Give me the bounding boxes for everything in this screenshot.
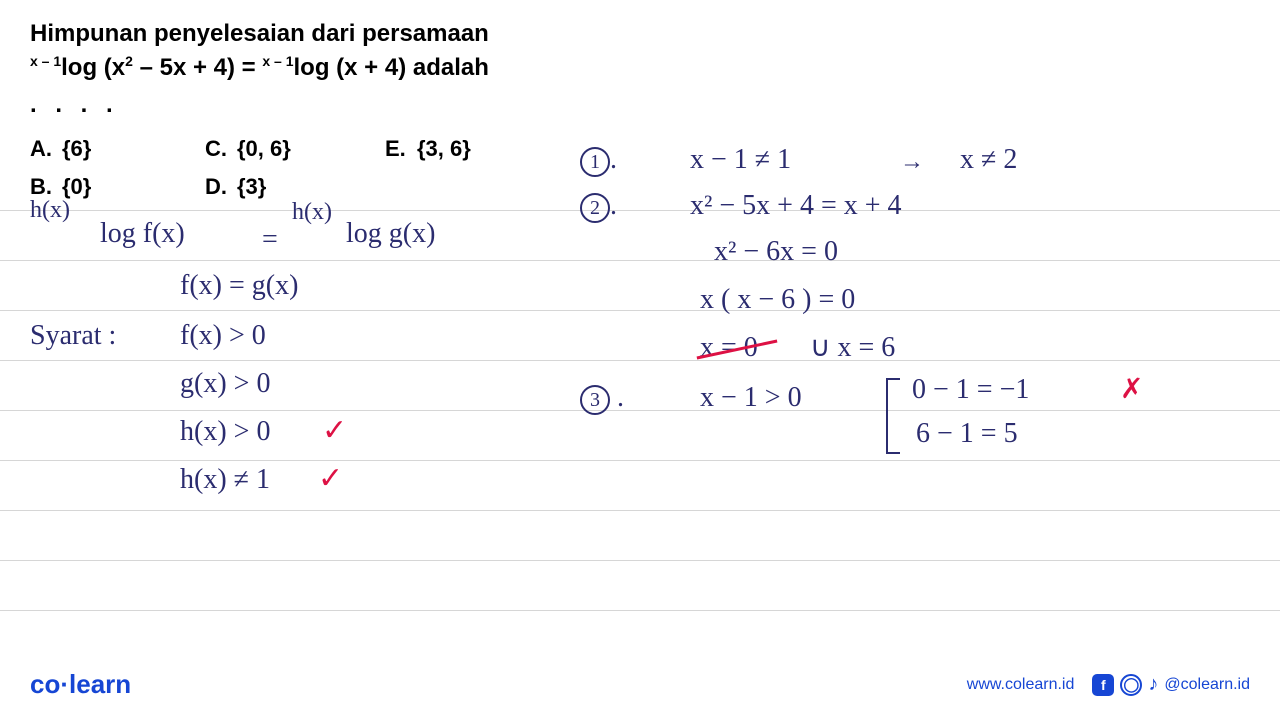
hand-hcx-sup2: h(x) [292, 200, 332, 224]
question-line2: x – 1log (x2 – 5x + 4) = x – 1log (x + 4… [30, 52, 489, 84]
hand-log-gcx: log g(x) [346, 220, 435, 248]
question-ellipsis: . . . . [30, 89, 489, 121]
footer: co·learn www.colearn.id f ◯ ♪ @colearn.i… [30, 669, 1250, 700]
page: Himpunan penyelesaian dari persamaan x –… [0, 0, 1280, 720]
footer-handle: @colearn.id [1164, 676, 1250, 694]
question-line1: Himpunan penyelesaian dari persamaan [30, 18, 489, 50]
circled-2: 2. [580, 192, 617, 223]
hand-syarat: Syarat : [30, 322, 116, 350]
hand-hx-gt0: h(x) > 0 [180, 418, 270, 446]
hand-hx-ne1: h(x) ≠ 1 [180, 466, 270, 494]
hand-step2d2: ∪ x = 6 [810, 334, 895, 362]
choice-E: E.{3, 6} [385, 136, 565, 162]
hand-log-fcx: log f(x) [100, 220, 185, 248]
arrow-icon: → [900, 150, 924, 174]
colearn-logo: co·learn [30, 669, 131, 700]
hand-hcx-sup1: h(x) [30, 198, 70, 222]
hand-gx-gt0: g(x) > 0 [180, 370, 270, 398]
instagram-icon: ◯ [1120, 674, 1142, 696]
hand-eq: = [262, 226, 278, 254]
red-check-1: ✓ [322, 416, 347, 446]
circled-1: 1. [580, 146, 617, 177]
question-block: Himpunan penyelesaian dari persamaan x –… [30, 18, 489, 121]
footer-url: www.colearn.id [967, 676, 1075, 694]
hand-step1b: x ≠ 2 [960, 146, 1017, 174]
red-check-2: ✓ [318, 464, 343, 494]
hand-step3b2: 6 − 1 = 5 [916, 420, 1018, 448]
hand-step2a: x² − 5x + 4 = x + 4 [690, 192, 902, 220]
footer-right: www.colearn.id f ◯ ♪ @colearn.id [967, 673, 1250, 696]
hand-step3a: x − 1 > 0 [700, 384, 802, 412]
choice-D: D.{3} [205, 174, 385, 200]
hand-fx-gt0: f(x) > 0 [180, 322, 266, 350]
answer-choices: A.{6} C.{0, 6} E.{3, 6} B.{0} D.{3} [30, 136, 565, 200]
choice-A: A.{6} [30, 136, 205, 162]
circled-3: 3 . [580, 384, 624, 415]
choice-C: C.{0, 6} [205, 136, 385, 162]
tiktok-icon: ♪ [1148, 673, 1158, 696]
bracket-icon [886, 378, 900, 454]
hand-step2b: x² − 6x = 0 [714, 238, 838, 266]
facebook-icon: f [1092, 674, 1114, 696]
hand-step3b1: 0 − 1 = −1 [912, 376, 1029, 404]
hand-step2c: x ( x − 6 ) = 0 [700, 286, 855, 314]
hand-step1a: x − 1 ≠ 1 [690, 146, 791, 174]
hand-fx-eq-gx: f(x) = g(x) [180, 272, 298, 300]
red-x-icon: ✗ [1120, 376, 1143, 404]
